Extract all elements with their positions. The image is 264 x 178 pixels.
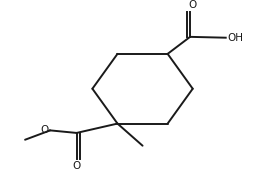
Text: O: O [188,1,197,11]
Text: O: O [72,161,81,171]
Text: OH: OH [227,33,243,43]
Text: O: O [41,125,49,135]
